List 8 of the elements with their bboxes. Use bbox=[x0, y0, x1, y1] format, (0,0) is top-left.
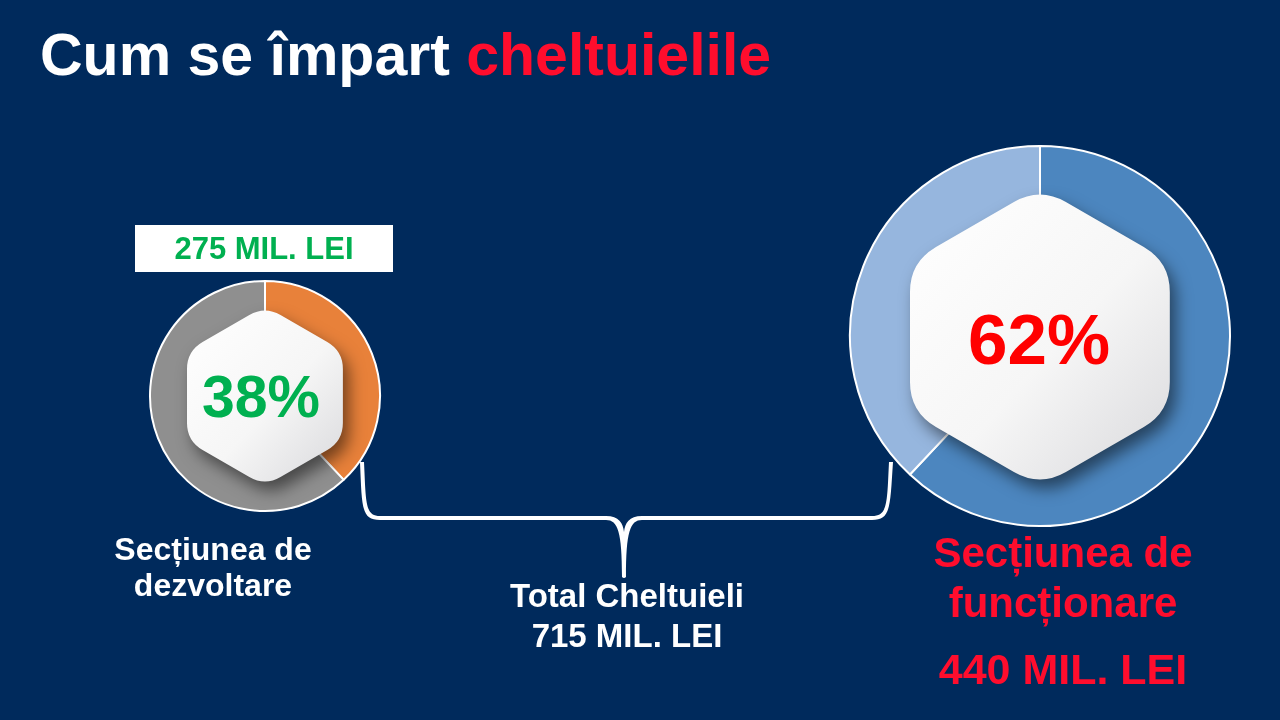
text: 62% bbox=[966, 300, 1112, 380]
text: 275 MIL. LEI bbox=[174, 231, 354, 266]
text: Secțiunea de funcționare bbox=[932, 528, 1194, 628]
text: Total Cheltuieli 715 MIL. LEI bbox=[508, 576, 746, 656]
text: 38% bbox=[200, 364, 322, 431]
text: Cum se împart cheltuielile bbox=[40, 22, 772, 88]
text: 440 MIL. LEI bbox=[937, 644, 1189, 695]
text: Secțiunea de dezvoltare bbox=[113, 531, 313, 603]
